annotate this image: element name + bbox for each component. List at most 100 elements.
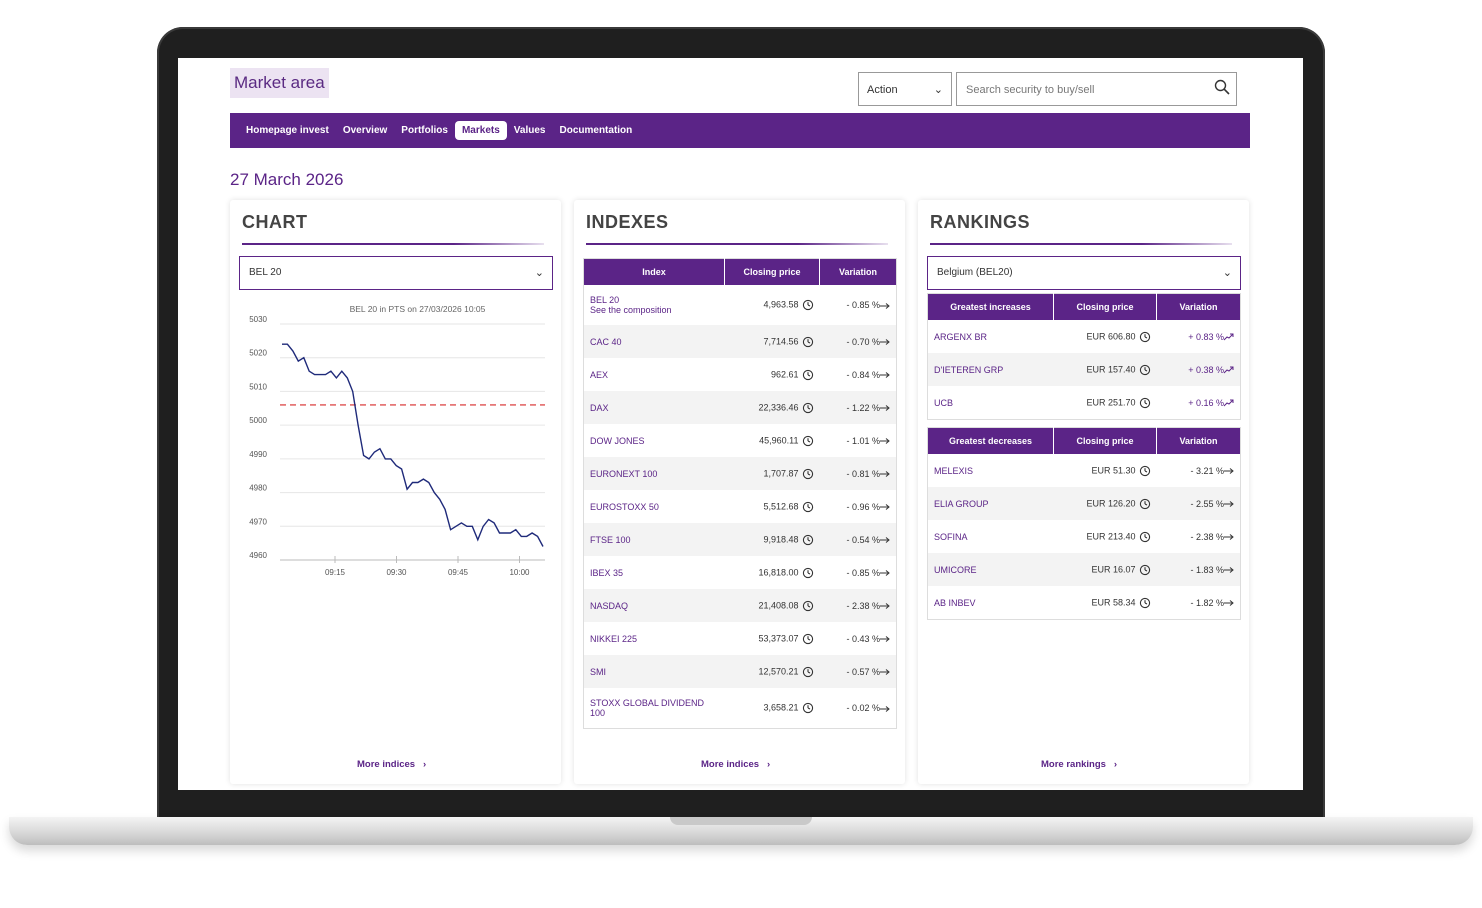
arrow-right-icon — [1224, 468, 1234, 475]
y-tick-label: 4990 — [249, 450, 267, 459]
history-icon[interactable] — [802, 633, 814, 645]
table-row: NIKKEI 225 53,373.07- 0.43 % — [584, 622, 897, 655]
history-icon[interactable] — [1139, 531, 1151, 543]
variation: - 0.54 % — [819, 523, 897, 556]
stock-name[interactable]: UCB — [934, 397, 954, 408]
x-tick-label: 09:45 — [448, 568, 469, 577]
panel-title: INDEXES — [586, 212, 669, 232]
variation: + 0.83 % — [1157, 320, 1241, 353]
index-name[interactable]: NIKKEI 225 — [590, 633, 638, 644]
nav-item-documentation[interactable]: Documentation — [559, 125, 633, 136]
action-select[interactable]: Action ⌄ — [858, 72, 952, 106]
history-icon[interactable] — [802, 702, 814, 714]
index-name[interactable]: SMI — [583, 655, 725, 688]
variation: - 0.70 % — [819, 325, 897, 358]
panel-title: RANKINGS — [930, 212, 1031, 232]
variation: - 2.55 % — [1156, 487, 1241, 520]
chevron-right-icon: › — [417, 759, 427, 770]
history-icon[interactable] — [802, 299, 814, 311]
index-name[interactable]: DAX — [583, 391, 725, 424]
index-name[interactable]: STOXX GLOBAL DIVIDEND 100 — [590, 698, 705, 718]
column-header: Closing price — [724, 258, 820, 285]
closing-price: EUR 58.34 — [1054, 586, 1157, 620]
nav-item-values[interactable]: Values — [513, 125, 546, 136]
arrow-right-icon — [880, 302, 890, 309]
table-header-row: Greatest increases Closing price Variati… — [927, 293, 1241, 320]
stock-name[interactable]: D'IETEREN GRP — [927, 353, 1054, 386]
arrow-right-icon — [1224, 600, 1234, 607]
y-tick-label: 4970 — [249, 517, 267, 526]
index-name[interactable]: DOW JONES — [590, 435, 645, 446]
closing-price: EUR 157.40 — [1053, 353, 1157, 386]
closing-price: 22,336.46 — [724, 391, 820, 424]
history-icon[interactable] — [802, 468, 814, 480]
index-name[interactable]: IBEX 35 — [590, 567, 624, 578]
history-icon[interactable] — [802, 567, 814, 579]
indexes-table: Index Closing price Variation BEL 20 See … — [583, 258, 897, 729]
more-indices-link[interactable]: More indices › — [701, 759, 770, 770]
nav-item-overview[interactable]: Overview — [342, 125, 388, 136]
history-icon[interactable] — [1139, 331, 1151, 343]
trend-up-icon — [1224, 333, 1234, 341]
column-header: Closing price — [1053, 427, 1157, 454]
chart-index-select[interactable]: BEL 20 ⌄ — [239, 256, 553, 290]
index-name[interactable]: EURONEXT 100 — [583, 457, 725, 490]
history-icon[interactable] — [1139, 564, 1151, 576]
closing-price: 53,373.07 — [725, 622, 820, 655]
history-icon[interactable] — [1139, 597, 1151, 609]
chart-select-value: BEL 20 — [249, 267, 282, 278]
variation: - 1.83 % — [1156, 553, 1241, 586]
history-icon[interactable] — [1139, 498, 1151, 510]
history-icon[interactable] — [1139, 465, 1151, 477]
closing-price: 7,714.56 — [724, 325, 820, 358]
stock-name[interactable]: ARGENX BR — [934, 331, 988, 342]
history-icon[interactable] — [802, 666, 814, 678]
history-icon[interactable] — [802, 369, 814, 381]
table-row: FTSE 100 9,918.48- 0.54 % — [583, 523, 897, 556]
see-composition-link[interactable]: See the composition — [590, 305, 672, 315]
history-icon[interactable] — [802, 336, 814, 348]
search-icon[interactable] — [1214, 79, 1230, 95]
nav-item-portfolios[interactable]: Portfolios — [401, 125, 448, 136]
column-header: Greatest increases — [927, 293, 1054, 320]
table-row: DAX 22,336.46- 1.22 % — [583, 391, 897, 424]
table-header-row: Greatest decreases Closing price Variati… — [927, 427, 1241, 454]
table-row: STOXX GLOBAL DIVIDEND 100 3,658.21- 0.02 … — [584, 688, 897, 729]
search-input[interactable]: Search security to buy/sell — [956, 72, 1237, 106]
history-icon[interactable] — [802, 534, 814, 546]
nav-item-homepage-invest[interactable]: Homepage invest — [246, 125, 329, 136]
history-icon[interactable] — [1139, 364, 1151, 376]
index-name[interactable]: BEL 20 See the composition — [590, 295, 672, 315]
ranking-market-select[interactable]: Belgium (BEL20) ⌄ — [927, 256, 1241, 290]
stock-name[interactable]: AB INBEV — [934, 597, 976, 608]
variation: - 0.57 % — [819, 655, 897, 688]
closing-price: 21,408.08 — [724, 589, 820, 622]
stock-name[interactable]: ELIA GROUP — [927, 487, 1054, 520]
variation: - 0.84 % — [820, 358, 897, 391]
more-indices-link[interactable]: More indices › — [357, 759, 426, 770]
table-row: AEX 962.61- 0.84 % — [584, 358, 897, 391]
history-icon[interactable] — [802, 600, 814, 612]
history-icon[interactable] — [802, 402, 814, 414]
history-icon[interactable] — [802, 435, 814, 447]
y-tick-label: 5000 — [249, 416, 267, 425]
more-indices-label: More indices — [357, 759, 416, 770]
stock-name[interactable]: UMICORE — [927, 553, 1054, 586]
action-select-label: Action — [867, 84, 898, 96]
arrow-right-icon — [880, 405, 890, 412]
variation: - 3.21 % — [1157, 454, 1241, 487]
stock-name[interactable]: MELEXIS — [934, 465, 974, 476]
table-row: D'IETEREN GRP EUR 157.40 + 0.38 % — [927, 353, 1241, 386]
index-name[interactable]: AEX — [590, 369, 609, 380]
index-name[interactable]: NASDAQ — [583, 589, 725, 622]
decreases-table: Greatest decreases Closing price Variati… — [927, 427, 1241, 620]
more-rankings-link[interactable]: More rankings › — [1041, 759, 1117, 770]
index-name[interactable]: FTSE 100 — [583, 523, 725, 556]
index-name[interactable]: EUROSTOXX 50 — [590, 501, 659, 512]
index-name[interactable]: CAC 40 — [583, 325, 725, 358]
history-icon[interactable] — [802, 501, 814, 513]
history-icon[interactable] — [1139, 397, 1151, 409]
table-row: AB INBEV EUR 58.34- 1.82 % — [928, 586, 1241, 620]
nav-item-markets[interactable]: Markets — [454, 121, 507, 140]
stock-name[interactable]: SOFINA — [934, 531, 968, 542]
